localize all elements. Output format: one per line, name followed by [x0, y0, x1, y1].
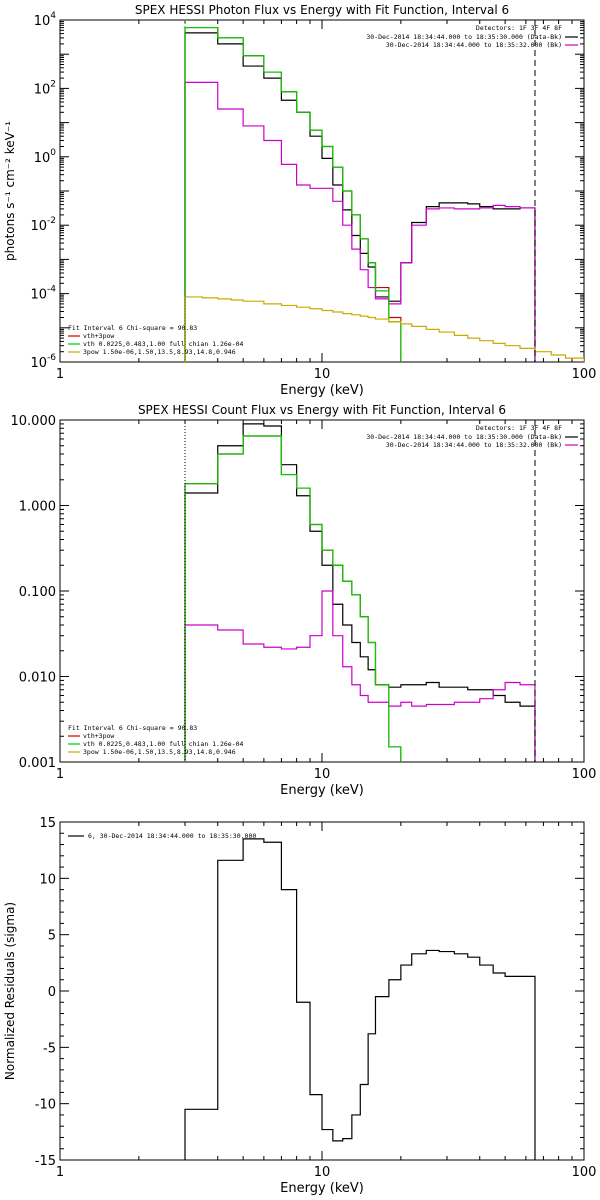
legend-entry: 30-Dec-2014 18:34:44.000 to 18:35:32.000…	[386, 441, 562, 449]
y-tick-label: -15	[35, 1154, 56, 1169]
y-tick-label: 10-6	[30, 353, 56, 371]
series-group	[184, 838, 536, 1160]
y-tick-label: 100	[34, 148, 57, 166]
x-axis-label: Energy (keV)	[280, 383, 364, 398]
series-group	[184, 423, 536, 762]
series-2-step	[184, 590, 536, 762]
y-tick-label: 1.000	[19, 500, 56, 515]
legend-entry: vth+3pow	[83, 332, 114, 340]
legend-entry: 30-Dec-2014 18:34:44.000 to 18:35:32.000…	[386, 41, 562, 49]
chart-panel-1: SPEX HESSI Photon Flux vs Energy with Fi…	[3, 3, 596, 398]
series-4-step	[184, 26, 402, 362]
legend-bottom-left: Fit Interval 6 Chi-square = 90.83vth+3po…	[68, 724, 244, 756]
x-tick-label: 10	[314, 367, 331, 382]
y-tick-label: 5	[48, 929, 56, 944]
series-2-step	[184, 81, 536, 362]
y-tick-label: 0.010	[19, 671, 56, 686]
legend-entry: 3pow 1.50e-06,1.50,13.5,8.93,14.8,0.946	[83, 348, 236, 356]
y-axis-label: photons s⁻¹ cm⁻² keV⁻¹	[3, 121, 17, 261]
y-tick-base: 10	[30, 356, 47, 371]
x-tick-label: 10	[314, 767, 331, 782]
y-tick-label: 102	[34, 79, 56, 97]
y-tick-label: 104	[34, 11, 57, 29]
y-axis-ticks	[60, 19, 584, 363]
chart-title: SPEX HESSI Count Flux vs Energy with Fit…	[138, 403, 506, 417]
x-tick-label: 100	[572, 367, 597, 382]
y-tick-label: 15	[39, 816, 56, 831]
legend-entry: 30-Dec-2014 18:34:44.000 to 18:35:30.000…	[366, 433, 562, 441]
y-tick-exponent: 0	[50, 148, 56, 158]
series-1-step	[184, 838, 536, 1160]
x-axis-ticks	[59, 20, 585, 362]
x-tick-label: 1	[56, 1165, 64, 1180]
legend-entry: 30-Dec-2014 18:34:44.000 to 18:35:30.000…	[366, 33, 562, 41]
chart-panel-3: 1 10 100 -15 -10 -5 0 5 10 15 Energy (keV) Normaliz…	[3, 816, 596, 1196]
x-axis-ticks	[59, 822, 585, 1160]
y-tick-label: -5	[43, 1041, 56, 1056]
y-tick-exponent: 4	[50, 11, 56, 21]
y-tick-base: 10	[34, 82, 51, 97]
legend-entry: 3pow 1.50e-06,1.50,13.5,8.93,14.8,0.946	[83, 748, 236, 756]
y-axis-ticks	[60, 821, 584, 1161]
chart-panel-2: SPEX HESSI Count Flux vs Energy with Fit…	[11, 403, 597, 798]
legend-bottom-left: Fit Interval 6 Chi-square = 90.83vth+3po…	[68, 324, 244, 356]
chart-title: SPEX HESSI Photon Flux vs Energy with Fi…	[135, 3, 509, 17]
y-tick-base: 10	[30, 288, 47, 303]
legend-title: Detectors: 1F 3F 4F 8F	[476, 424, 562, 432]
legend-title: Fit Interval 6 Chi-square = 90.83	[68, 724, 197, 732]
y-tick-label: -10	[35, 1098, 56, 1113]
legend-title: Fit Interval 6 Chi-square = 90.83	[68, 324, 197, 332]
series-1-step	[184, 32, 536, 362]
y-tick-label: 10.000	[11, 414, 57, 429]
y-tick-label: 0.001	[19, 756, 56, 771]
x-tick-label: 100	[572, 1165, 597, 1180]
x-axis-label: Energy (keV)	[280, 783, 364, 798]
y-tick-base: 10	[34, 14, 51, 29]
x-tick-label: 100	[572, 767, 597, 782]
y-tick-label: 10	[39, 872, 56, 887]
x-axis-label: Energy (keV)	[280, 1181, 364, 1196]
y-tick-label: 0.100	[19, 585, 56, 600]
legend-entry: vth 0.0225,0.483,1.00 full chian 1.26e-0…	[83, 340, 244, 348]
y-tick-exponent: -2	[47, 216, 56, 226]
legend-top-left: 6, 30-Dec-2014 18:34:44.000 to 18:35:30.…	[68, 832, 256, 840]
y-tick-label: 10-2	[30, 216, 56, 234]
legend-title: Detectors: 1F 3F 4F 8F	[476, 24, 562, 32]
y-tick-exponent: -6	[47, 353, 56, 363]
series-1-step	[184, 423, 536, 762]
series-3-step	[184, 26, 402, 362]
y-axis-label: Normalized Residuals (sigma)	[3, 902, 17, 1080]
y-tick-label: 10-4	[30, 285, 56, 303]
legend-entry: 6, 30-Dec-2014 18:34:44.000 to 18:35:30.…	[88, 832, 256, 840]
x-tick-label: 1	[56, 767, 64, 782]
series-4-step	[184, 435, 402, 762]
x-tick-label: 10	[314, 1165, 331, 1180]
y-tick-exponent: 2	[50, 79, 56, 89]
y-axis-ticks	[60, 419, 584, 763]
series-5-step	[184, 296, 584, 362]
series-group	[184, 26, 584, 362]
legend-entry: vth+3pow	[83, 732, 114, 740]
legend-entry: vth 0.0225,0.483,1.00 full chian 1.26e-0…	[83, 740, 244, 748]
y-tick-exponent: -4	[47, 285, 56, 295]
x-tick-label: 1	[56, 367, 64, 382]
y-tick-base: 10	[34, 151, 51, 166]
y-tick-base: 10	[30, 219, 47, 234]
y-tick-label: 0	[48, 985, 56, 1000]
